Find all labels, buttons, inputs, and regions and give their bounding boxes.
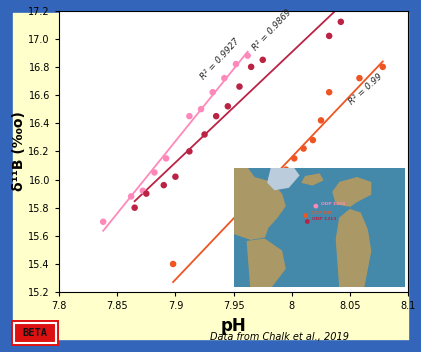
Point — [163, 156, 170, 161]
Point — [151, 170, 158, 175]
Point — [170, 261, 176, 267]
Point — [326, 89, 333, 95]
Point — [143, 191, 150, 196]
Point — [201, 132, 208, 137]
Point — [186, 149, 193, 154]
Y-axis label: δ¹¹B (‰o): δ¹¹B (‰o) — [11, 112, 26, 191]
Point — [318, 118, 325, 123]
Point — [172, 174, 179, 180]
Point — [291, 156, 298, 161]
Point — [326, 33, 333, 39]
Point — [282, 167, 289, 172]
Point — [198, 106, 205, 112]
Point — [309, 137, 316, 143]
Point — [160, 182, 167, 188]
Text: R² = 0.99: R² = 0.99 — [348, 72, 385, 106]
Point — [300, 146, 307, 151]
Point — [100, 219, 107, 225]
Text: BETA: BETA — [22, 328, 47, 338]
Point — [186, 113, 193, 119]
FancyBboxPatch shape — [14, 322, 56, 344]
Text: R² = 0.9869: R² = 0.9869 — [251, 8, 293, 53]
Point — [221, 75, 228, 81]
Text: R² = 0.9927: R² = 0.9927 — [199, 36, 241, 81]
Point — [236, 84, 243, 89]
Point — [224, 103, 231, 109]
Point — [263, 177, 269, 182]
Point — [379, 64, 386, 70]
Point — [128, 194, 135, 199]
Point — [338, 19, 344, 25]
Point — [233, 61, 240, 67]
FancyBboxPatch shape — [7, 318, 63, 348]
Point — [139, 188, 146, 194]
Point — [213, 113, 219, 119]
Text: Data from Chalk et al., 2019: Data from Chalk et al., 2019 — [210, 332, 349, 342]
Point — [256, 226, 263, 232]
Point — [131, 205, 138, 210]
Point — [259, 57, 266, 63]
X-axis label: pH: pH — [221, 317, 247, 335]
Point — [209, 89, 216, 95]
Point — [356, 75, 363, 81]
Point — [244, 53, 251, 58]
Point — [248, 64, 255, 70]
